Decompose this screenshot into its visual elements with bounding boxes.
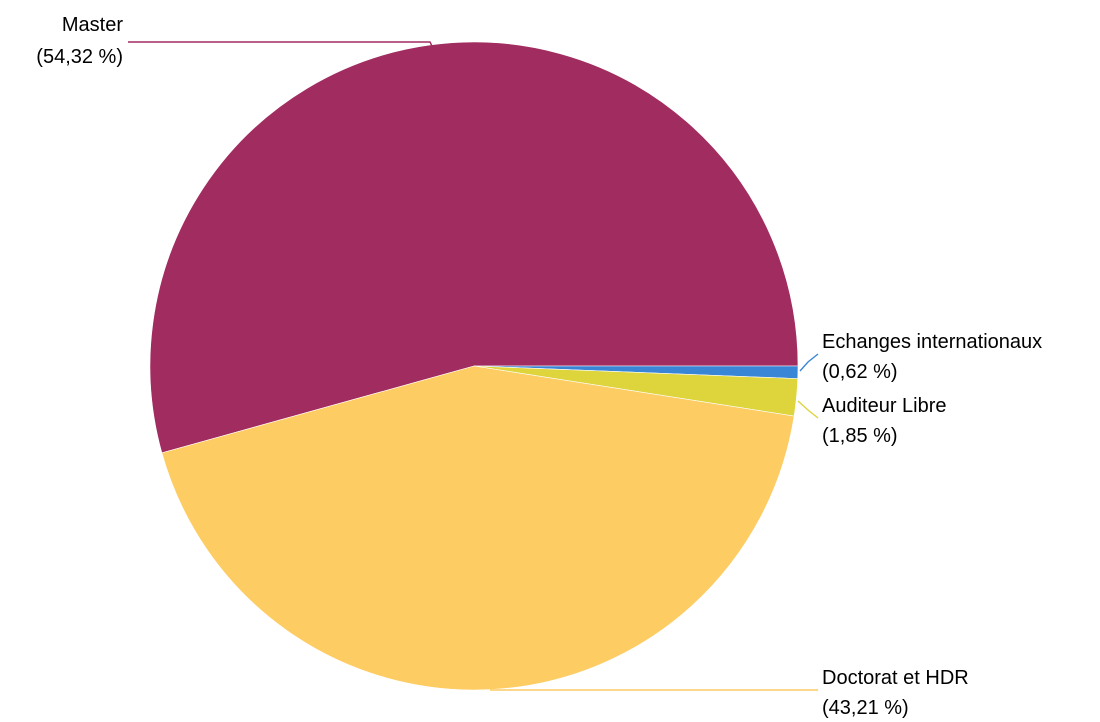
label-doctorat-name: Doctorat et HDR: [822, 667, 969, 689]
leader-master: [128, 41, 433, 47]
label-echanges-value: (0,62 %): [822, 361, 898, 383]
slices-layer: [149, 41, 799, 691]
leader-echanges: [799, 353, 819, 372]
label-echanges-name: Echanges internationaux: [822, 331, 1042, 353]
label-auditeur-value: (1,85 %): [822, 425, 898, 447]
slice-master: [149, 41, 799, 454]
leader-auditeur: [797, 400, 819, 419]
label-auditeur-name: Auditeur Libre: [822, 395, 947, 417]
label-master-name: Master: [62, 14, 123, 36]
label-master-value: (54,32 %): [36, 46, 123, 68]
leader-lines-layer: [128, 41, 819, 691]
label-doctorat-value: (43,21 %): [822, 697, 909, 719]
